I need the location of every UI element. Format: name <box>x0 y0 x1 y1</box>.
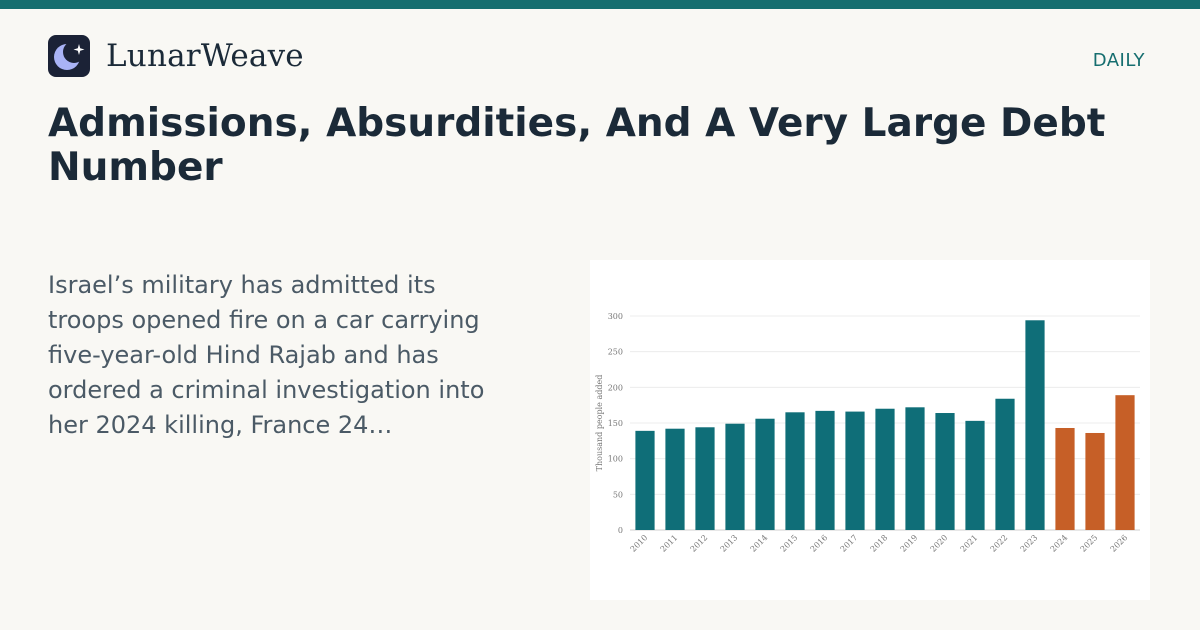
bar-2023 <box>1025 320 1045 530</box>
y-axis-ticks: 0 50 100 150 200 250 300 <box>608 312 623 535</box>
x-tick-label: 2026 <box>1109 533 1130 554</box>
y-axis-title: Thousand people added <box>595 375 604 472</box>
top-accent-bar <box>0 0 1200 9</box>
x-tick-label: 2024 <box>1049 533 1070 554</box>
y-tick-label: 150 <box>608 419 623 428</box>
x-tick-label: 2019 <box>899 533 920 554</box>
bar-2015 <box>785 412 805 530</box>
y-tick-label: 100 <box>608 455 623 464</box>
y-tick-label: 50 <box>613 490 623 499</box>
brand[interactable]: LunarWeave <box>48 35 304 77</box>
x-tick-label: 2015 <box>779 533 800 554</box>
bar-2016 <box>815 410 835 530</box>
bar-2013 <box>725 423 745 530</box>
x-tick-label: 2014 <box>749 533 770 554</box>
bar-2010 <box>635 430 655 530</box>
bar-2012 <box>695 427 715 530</box>
bar-2017 <box>845 411 865 530</box>
x-tick-label: 2011 <box>659 533 680 554</box>
y-tick-label: 300 <box>608 312 623 321</box>
bar-2024 <box>1055 427 1075 530</box>
bar-2019 <box>905 407 925 530</box>
x-tick-label: 2021 <box>959 533 980 554</box>
y-tick-label: 250 <box>608 348 623 357</box>
x-tick-label: 2013 <box>719 533 740 554</box>
x-tick-label: 2020 <box>929 533 950 554</box>
x-tick-label: 2017 <box>839 533 860 554</box>
x-tick-label: 2025 <box>1079 533 1100 554</box>
x-tick-label: 2016 <box>809 533 830 554</box>
bar-2026 <box>1115 395 1135 530</box>
brand-name: LunarWeave <box>106 38 304 74</box>
bar-2018 <box>875 408 895 530</box>
bar-2021 <box>965 420 985 530</box>
x-axis-ticks: 2010 2011 2012 2013 2014 2015 2016 2017 2018 2019… <box>629 533 1130 554</box>
bar-2022 <box>995 398 1015 530</box>
bar-2020 <box>935 413 955 530</box>
section-tag[interactable]: DAILY <box>1092 50 1145 71</box>
y-tick-label: 0 <box>618 526 623 535</box>
moon-star-icon <box>48 35 90 77</box>
bar-2014 <box>755 418 775 530</box>
x-tick-label: 2012 <box>689 533 710 554</box>
bar-2011 <box>665 428 685 530</box>
y-tick-label: 200 <box>608 383 623 392</box>
article-summary: Israel’s military has admitted its troop… <box>48 271 485 439</box>
x-tick-label: 2023 <box>1019 533 1040 554</box>
x-tick-label: 2010 <box>629 533 650 554</box>
x-tick-label: 2022 <box>989 533 1010 554</box>
chart-card: 0 50 100 150 200 250 300 2010 2011 2012 2013 2014 2… <box>590 260 1150 600</box>
x-tick-label: 2018 <box>869 533 890 554</box>
bar-2025 <box>1085 432 1105 530</box>
chart-bars <box>635 320 1135 530</box>
article-headline[interactable]: Admissions, Absurdities, And A Very Larg… <box>48 101 1106 190</box>
